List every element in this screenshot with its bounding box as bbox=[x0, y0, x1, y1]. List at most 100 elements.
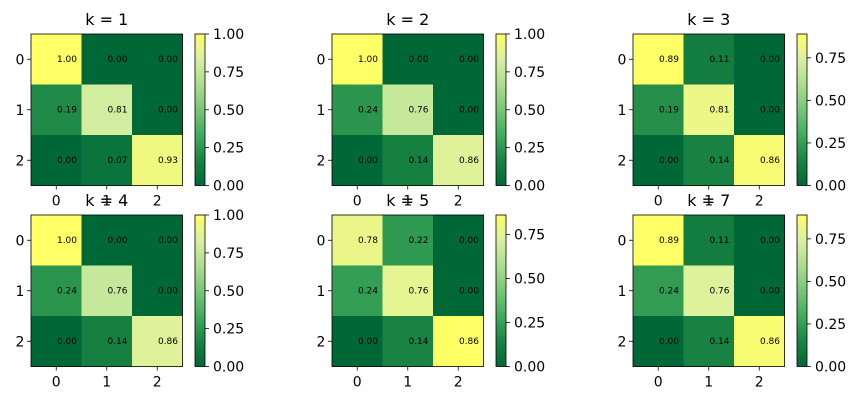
colorbar bbox=[796, 33, 808, 186]
heatmap-cell bbox=[633, 84, 684, 136]
heatmap-cell bbox=[633, 135, 684, 186]
cell-value-label: 0.11 bbox=[709, 236, 729, 246]
cell-value-label: 0.00 bbox=[57, 156, 77, 166]
cell-value-label: 1.00 bbox=[57, 55, 77, 65]
colorbar-tick-label: 0.50 bbox=[213, 284, 244, 300]
heatmap-cell bbox=[683, 265, 735, 317]
y-tick-label: 1 bbox=[16, 103, 25, 119]
heatmap-cell bbox=[132, 265, 183, 317]
x-tick-label: 0 bbox=[654, 194, 663, 210]
x-tick-label: 1 bbox=[403, 194, 412, 210]
x-tick-label: 1 bbox=[102, 375, 111, 391]
x-tick-label: 0 bbox=[654, 375, 663, 391]
cell-value-label: 0.76 bbox=[709, 287, 729, 297]
heatmap-cell bbox=[31, 265, 82, 317]
cell-value-label: 0.00 bbox=[107, 55, 127, 65]
heatmap-cell bbox=[81, 34, 133, 85]
cell-value-label: 0.00 bbox=[760, 55, 780, 65]
colorbar bbox=[495, 33, 507, 186]
colorbar-tick-label: 1.00 bbox=[213, 208, 244, 224]
heatmap-panel: 1.00 0.00 0.00 0.24 0.76 0.00 0.00 0.14 0.86 0 1 2 0… bbox=[317, 10, 546, 210]
cell-value-label: 0.86 bbox=[459, 337, 479, 347]
heatmap-cell bbox=[132, 84, 183, 136]
heatmap-cell bbox=[332, 316, 383, 367]
heatmap-cell bbox=[332, 135, 383, 186]
cell-value-label: 0.00 bbox=[459, 106, 479, 116]
heatmap-cell bbox=[683, 34, 735, 85]
cell-value-label: 0.24 bbox=[358, 106, 378, 116]
cell-value-label: 0.86 bbox=[760, 337, 780, 347]
heatmap-cell bbox=[31, 215, 82, 266]
heatmap-panel: 0.89 0.11 0.00 0.24 0.76 0.00 0.00 0.14 0.86 0 1 2 0… bbox=[618, 191, 847, 391]
x-tick-label: 2 bbox=[755, 375, 764, 391]
cell-value-label: 0.24 bbox=[358, 287, 378, 297]
cell-value-label: 0.00 bbox=[158, 236, 178, 246]
heatmap-cell bbox=[683, 135, 735, 186]
cell-value-label: 0.00 bbox=[459, 236, 479, 246]
colorbar-tick-label: 0.25 bbox=[815, 136, 846, 152]
colorbar-tick-label: 0.75 bbox=[213, 65, 244, 81]
cell-value-label: 0.89 bbox=[659, 55, 679, 65]
cell-value-label: 0.00 bbox=[760, 106, 780, 116]
heatmap-cell bbox=[132, 316, 183, 367]
heatmap-cell bbox=[332, 84, 383, 136]
x-tick-label: 1 bbox=[704, 375, 713, 391]
colorbar-tick-label: 0.00 bbox=[514, 179, 545, 195]
x-tick-label: 1 bbox=[102, 194, 111, 210]
cell-value-label: 0.14 bbox=[709, 337, 729, 347]
panel-title: k = 2 bbox=[386, 10, 429, 29]
heatmap-cell bbox=[683, 215, 735, 266]
colorbar-tick-label: 0.75 bbox=[514, 227, 545, 243]
heatmap-cell bbox=[31, 34, 82, 85]
heatmap-cell bbox=[382, 265, 434, 317]
cell-value-label: 0.89 bbox=[659, 236, 679, 246]
cell-value-label: 0.00 bbox=[158, 106, 178, 116]
cell-value-label: 0.00 bbox=[358, 337, 378, 347]
heatmap-cell bbox=[382, 316, 434, 367]
heatmap-cell bbox=[633, 34, 684, 85]
heatmap-cell bbox=[31, 316, 82, 367]
colorbar-tick-label: 0.50 bbox=[514, 271, 545, 287]
cell-value-label: 0.14 bbox=[408, 156, 428, 166]
heatmap-cell bbox=[734, 215, 785, 266]
heatmap-cell bbox=[81, 135, 133, 186]
x-tick-label: 2 bbox=[153, 194, 162, 210]
x-tick-label: 0 bbox=[52, 375, 61, 391]
y-tick-label: 1 bbox=[16, 284, 25, 300]
y-tick-label: 1 bbox=[618, 103, 627, 119]
cell-value-label: 0.86 bbox=[158, 337, 178, 347]
y-tick-label: 1 bbox=[317, 103, 326, 119]
heatmap-cell bbox=[433, 316, 484, 367]
heatmap-panel: 0.89 0.11 0.00 0.19 0.81 0.00 0.00 0.14 0.86 0 1 2 0… bbox=[618, 10, 847, 210]
cell-value-label: 0.00 bbox=[760, 287, 780, 297]
cell-value-label: 0.81 bbox=[107, 106, 127, 116]
heatmap-cell bbox=[382, 34, 434, 85]
cell-value-label: 1.00 bbox=[358, 55, 378, 65]
colorbar-tick-label: 0.75 bbox=[815, 51, 846, 67]
x-tick-label: 2 bbox=[755, 194, 764, 210]
colorbar-tick-label: 0.25 bbox=[213, 322, 244, 338]
cell-value-label: 1.00 bbox=[57, 236, 77, 246]
cell-value-label: 0.00 bbox=[107, 236, 127, 246]
heatmap-cell bbox=[734, 34, 785, 85]
cell-value-label: 0.14 bbox=[408, 337, 428, 347]
x-tick-label: 0 bbox=[353, 375, 362, 391]
panel-title: k = 1 bbox=[85, 10, 128, 29]
heatmap-cell bbox=[81, 215, 133, 266]
heatmap-cell bbox=[633, 265, 684, 317]
colorbar bbox=[796, 214, 808, 367]
cell-value-label: 0.78 bbox=[358, 236, 378, 246]
y-tick-label: 2 bbox=[317, 153, 326, 169]
heatmap-cell bbox=[433, 215, 484, 266]
heatmap-cell bbox=[132, 135, 183, 186]
heatmap-cell bbox=[633, 215, 684, 266]
cell-value-label: 0.81 bbox=[709, 106, 729, 116]
x-tick-label: 2 bbox=[153, 375, 162, 391]
heatmap-cell bbox=[734, 316, 785, 367]
x-tick-label: 2 bbox=[454, 375, 463, 391]
y-tick-label: 0 bbox=[317, 233, 326, 249]
heatmap-cell bbox=[433, 34, 484, 85]
heatmap-panel: 1.00 0.00 0.00 0.19 0.81 0.00 0.00 0.07 0.93 0 1 2 0… bbox=[16, 10, 245, 210]
cell-value-label: 0.11 bbox=[709, 55, 729, 65]
